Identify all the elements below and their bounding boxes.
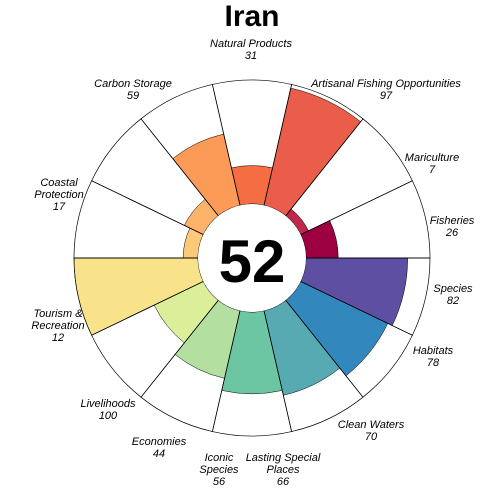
chart-title: Iran: [224, 0, 279, 33]
value-economies: 44: [153, 448, 165, 460]
label-species: Species 82: [433, 283, 473, 307]
label-lasting-special-places: Lasting Special Places 66: [246, 452, 321, 488]
value-fisheries: 26: [445, 227, 459, 239]
value-lasting-special-places: 66: [277, 476, 290, 488]
value-livelihoods: 100: [99, 410, 118, 422]
label-artisanal-fishing-opportunities: Artisanal Fishing Opportunities 97: [310, 78, 461, 102]
value-habitats: 78: [427, 357, 440, 369]
label-clean-waters: Clean Waters 70: [338, 419, 405, 443]
value-carbon-storage: 59: [127, 90, 139, 102]
label-economies: Economies 44: [132, 436, 187, 460]
value-iconic-species: 56: [213, 476, 226, 488]
center-score: 52: [219, 228, 286, 295]
value-artisanal-fishing-opportunities: 97: [380, 90, 393, 102]
label-natural-products: Natural Products 31: [210, 38, 292, 62]
label-carbon-storage: Carbon Storage 59: [94, 78, 172, 102]
value-tourism-recreation: 12: [52, 332, 64, 344]
label-livelihoods: Livelihoods 100: [80, 398, 136, 422]
value-species: 82: [447, 295, 459, 307]
value-clean-waters: 70: [365, 431, 378, 443]
value-natural-products: 31: [245, 50, 257, 62]
label-habitats: Habitats 78: [413, 345, 454, 369]
value-coastal-protection: 17: [53, 201, 66, 213]
label-mariculture: Mariculture 7: [405, 152, 459, 176]
label-tourism-recreation: Tourism & Recreation 12: [31, 308, 84, 344]
label-fisheries: Fisheries 26: [430, 215, 475, 239]
label-coastal-protection: Coastal Protection 17: [34, 177, 84, 213]
value-mariculture: 7: [429, 164, 436, 176]
label-iconic-species: Iconic Species 56: [199, 452, 239, 488]
